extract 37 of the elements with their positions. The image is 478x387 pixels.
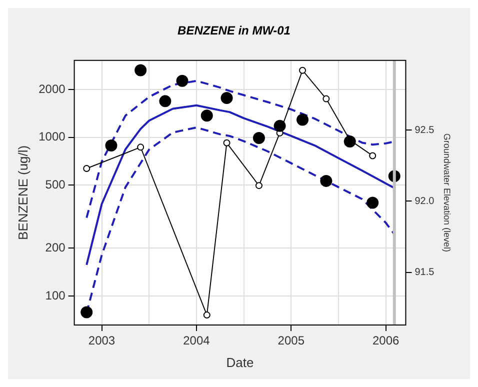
point (369, 152, 376, 160)
point (200, 110, 213, 122)
y-tick-label: 500 (45, 177, 66, 192)
x-axis-title: Date (226, 354, 254, 370)
chart-title: BENZENE in MW-01 (178, 24, 291, 38)
x-tick-label: 2004 (183, 334, 210, 348)
point (296, 114, 309, 126)
y-tick-label: 200 (45, 240, 66, 255)
point (159, 95, 172, 108)
point (203, 312, 210, 319)
point (274, 120, 286, 132)
y2-axis-title: Groundwater Elevation (level) (442, 133, 452, 252)
x-tick-label: 2003 (88, 334, 116, 348)
point (176, 74, 188, 87)
point (366, 196, 379, 209)
point (252, 132, 265, 144)
point (255, 182, 262, 190)
point (220, 92, 233, 104)
y-tick-label: 1000 (38, 130, 66, 144)
point (83, 165, 90, 172)
point (134, 64, 147, 76)
point (80, 306, 93, 318)
point (105, 140, 118, 152)
point (137, 144, 144, 151)
y2-tick-label: 92.0 (414, 196, 435, 207)
y2-tick-label: 91.5 (414, 267, 435, 278)
point (322, 95, 330, 102)
y-tick-label: 2000 (38, 82, 66, 96)
y2-tick-label: 92.5 (414, 124, 435, 136)
x-tick-label: 2005 (278, 334, 305, 348)
point (320, 174, 332, 187)
point (223, 139, 230, 146)
point (299, 66, 306, 74)
y-axis-title: BENZENE (ug/l) (15, 145, 30, 240)
x-tick-label: 2006 (372, 334, 400, 348)
point (344, 135, 356, 148)
y-tick-label: 100 (45, 288, 66, 302)
